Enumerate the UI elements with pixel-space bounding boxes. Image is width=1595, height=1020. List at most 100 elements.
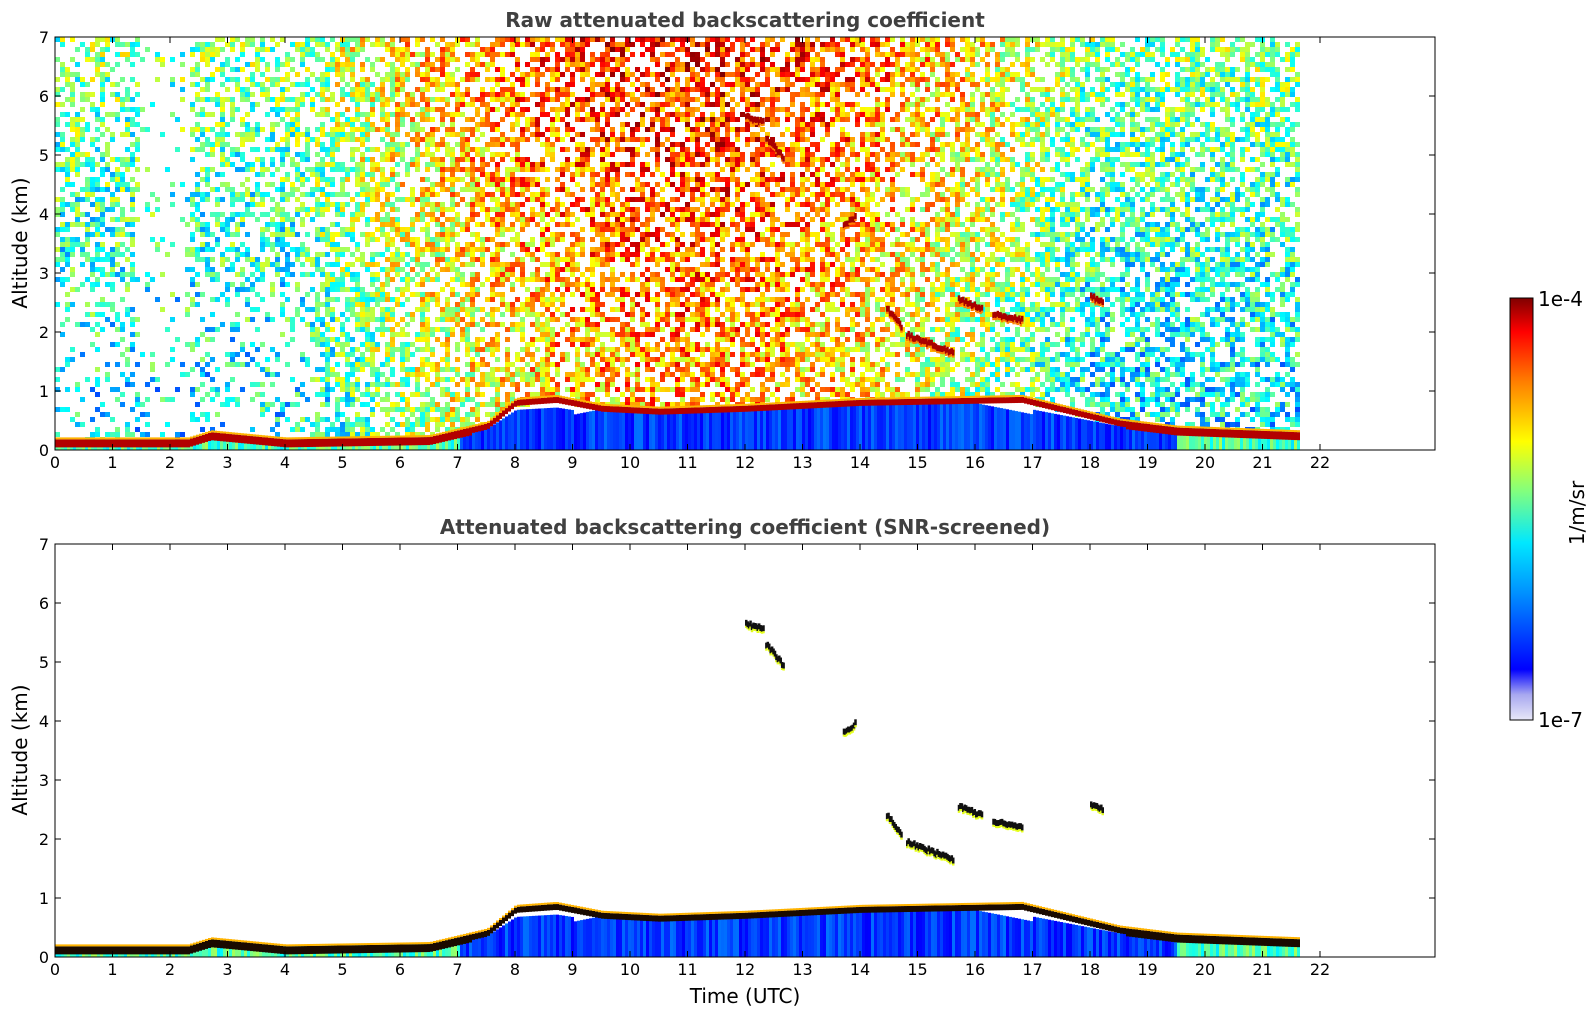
y-tick: 5	[39, 653, 1435, 672]
x-tick-label: 11	[677, 960, 697, 979]
x-tick-label: 9	[567, 453, 577, 472]
y-tick: 7	[39, 28, 1435, 47]
x-tick-label: 19	[1137, 453, 1157, 472]
x-tick: 10	[620, 37, 640, 472]
y-tick: 3	[39, 771, 1435, 790]
x-tick-label: 0	[50, 960, 60, 979]
x-tick: 16	[965, 544, 985, 979]
x-tick: 17	[1022, 37, 1043, 472]
x-tick: 20	[1195, 37, 1215, 472]
x-tick: 10	[620, 544, 640, 979]
bottom-heatmap	[55, 619, 1300, 957]
x-tick-label: 6	[395, 960, 405, 979]
y-tick-label: 5	[39, 653, 49, 672]
x-tick: 8	[510, 37, 520, 472]
x-tick-label: 16	[965, 453, 985, 472]
x-tick-label: 7	[452, 960, 462, 979]
x-tick-label: 7	[452, 453, 462, 472]
y-tick: 2	[39, 323, 1435, 342]
bottom-y-ticks: 0 1 2 3 4 5 6 7	[39, 535, 1435, 967]
bottom-axes-frame	[54, 543, 1436, 958]
x-tick: 15	[907, 37, 928, 472]
x-tick: 11	[677, 37, 698, 472]
y-tick-label: 2	[39, 323, 49, 342]
y-tick-label: 0	[39, 441, 49, 460]
x-tick-label: 21	[1252, 960, 1272, 979]
top-y-label: Altitude (km)	[8, 177, 32, 308]
x-tick-label: 20	[1195, 960, 1215, 979]
x-tick: 21	[1252, 37, 1273, 472]
x-tick: 18	[1080, 37, 1100, 472]
x-tick: 12	[735, 37, 755, 472]
x-tick: 5	[337, 544, 348, 979]
x-tick-label: 22	[1310, 453, 1330, 472]
x-tick-label: 14	[850, 453, 870, 472]
x-tick-label: 12	[735, 960, 755, 979]
x-tick: 19	[1137, 37, 1158, 472]
y-tick: 4	[39, 712, 1435, 731]
x-tick-label: 5	[337, 960, 347, 979]
x-tick-label: 6	[395, 453, 405, 472]
y-tick: 4	[39, 205, 1435, 224]
x-tick-label: 16	[965, 960, 985, 979]
x-tick-label: 2	[165, 453, 175, 472]
y-tick: 5	[39, 146, 1435, 165]
y-tick-label: 1	[39, 382, 49, 401]
y-tick: 6	[39, 594, 1435, 613]
x-tick: 2	[165, 544, 175, 979]
top-x-ticks: 0 1 2 3 4 5 6 7 8 9 10 11 12 13 14 15 16 17 18 19 20 21 22	[50, 37, 1330, 472]
colorbar: 1e-4 1e-7 1/m/sr	[1509, 287, 1589, 732]
x-tick: 4	[280, 544, 290, 979]
x-tick-label: 3	[222, 453, 232, 472]
y-tick-label: 3	[39, 771, 49, 790]
x-tick: 14	[850, 544, 870, 979]
y-tick-label: 6	[39, 87, 49, 106]
x-tick-label: 13	[792, 453, 812, 472]
x-tick-label: 22	[1310, 960, 1330, 979]
x-tick-label: 2	[165, 960, 175, 979]
x-tick: 22	[1310, 37, 1330, 472]
x-tick: 6	[395, 37, 405, 472]
x-tick-label: 17	[1022, 453, 1042, 472]
top-heatmap	[55, 37, 1300, 450]
x-tick-label: 20	[1195, 453, 1215, 472]
x-tick-label: 1	[107, 960, 117, 979]
x-tick-label: 1	[107, 453, 117, 472]
x-tick-label: 18	[1080, 960, 1100, 979]
y-tick-label: 3	[39, 264, 49, 283]
x-tick: 0	[50, 37, 60, 472]
x-tick-label: 11	[677, 453, 697, 472]
top-title: Raw attenuated backscattering coefficien…	[505, 8, 985, 32]
colorbar-gradient	[1509, 297, 1534, 721]
x-tick: 17	[1022, 544, 1043, 979]
x-tick-label: 4	[280, 453, 290, 472]
top-panel: Raw attenuated backscattering coefficien…	[8, 8, 1436, 472]
x-tick: 19	[1137, 544, 1158, 979]
x-tick: 2	[165, 37, 175, 472]
y-tick-label: 7	[39, 535, 49, 554]
y-tick: 0	[39, 948, 1435, 967]
x-tick-label: 15	[907, 453, 927, 472]
x-tick: 20	[1195, 544, 1215, 979]
y-tick-label: 0	[39, 948, 49, 967]
x-tick: 6	[395, 544, 405, 979]
top-y-ticks: 0 1 2 3 4 5 6 7	[39, 28, 1435, 460]
y-tick: 3	[39, 264, 1435, 283]
x-tick-label: 8	[510, 960, 520, 979]
x-tick-label: 10	[620, 453, 640, 472]
y-tick-label: 7	[39, 28, 49, 47]
x-tick-label: 21	[1252, 453, 1272, 472]
x-tick: 13	[792, 37, 813, 472]
y-tick-label: 5	[39, 146, 49, 165]
x-tick: 0	[50, 544, 60, 979]
y-tick-label: 4	[39, 712, 49, 731]
x-tick: 8	[510, 544, 520, 979]
x-tick-label: 0	[50, 453, 60, 472]
y-tick: 6	[39, 87, 1435, 106]
y-tick-label: 4	[39, 205, 49, 224]
y-tick-label: 6	[39, 594, 49, 613]
x-tick: 12	[735, 544, 755, 979]
x-tick-label: 3	[222, 960, 232, 979]
y-tick: 0	[39, 441, 1435, 460]
